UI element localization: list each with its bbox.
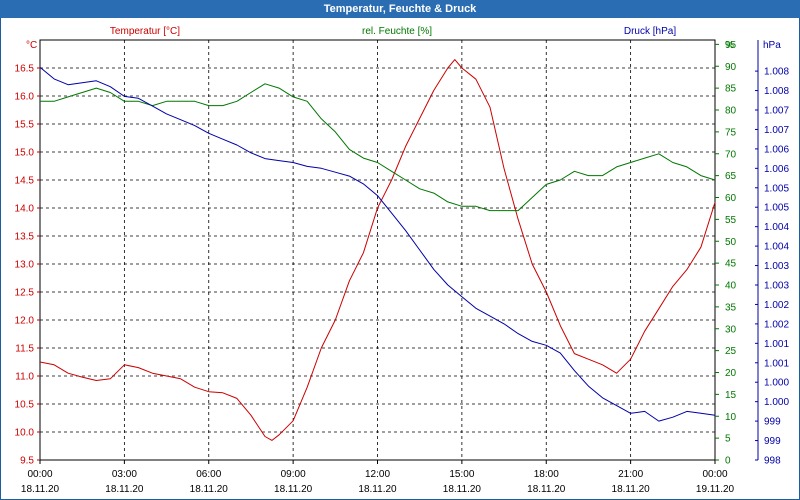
series-lines (39, 59, 716, 441)
temperature-tick-label: 13.5 (15, 232, 35, 243)
temperature-axis: 9.5 10.0 10.5 11.0 11.5 12.0 12.5 13.0 13.5 14.0 1… (15, 64, 40, 467)
pressure-tick-label: 1.004 (764, 222, 789, 233)
pressure-tick-label: 1.008 (764, 67, 789, 78)
humidity-tick-label: 90 (725, 62, 737, 73)
humidity-tick-label: 30 (725, 324, 737, 335)
temperature-tick-label: 15.5 (15, 120, 35, 131)
temperature-line (39, 59, 716, 441)
humidity-tick-label: 65 (725, 171, 737, 182)
humidity-tick-label: 35 (725, 302, 737, 313)
time-tick-label: 12:00 (365, 469, 390, 480)
temperature-tick-label: 15.0 (15, 148, 35, 159)
date-tick-label: 18.11.20 (274, 484, 313, 495)
temperature-tick-label: 12.5 (15, 288, 35, 299)
pressure-tick-label: 1.005 (764, 183, 789, 194)
date-tick-label: 19.11.20 (696, 484, 735, 495)
temperature-tick-label: 11.5 (15, 344, 34, 355)
pressure-axis: 998 999 999 1.000 1.000 1.001 1.001 1.002 1.002 1… (755, 40, 789, 467)
pressure-tick-label: 1.008 (764, 86, 789, 97)
humidity-axis: 0 5 10 15 20 25 30 35 40 45 50 55 60 65 70 75 80 85 90 95 (715, 40, 737, 467)
humidity-tick-label: 75 (725, 127, 737, 138)
date-tick-label: 18.11.20 (443, 484, 482, 495)
temperature-tick-label: 12.0 (15, 316, 35, 327)
humidity-tick-label: 95 (725, 40, 737, 51)
grid-lines (40, 40, 715, 460)
pressure-tick-label: 999 (764, 436, 781, 447)
humidity-tick-label: 5 (725, 434, 731, 445)
pressure-tick-label: 1.003 (764, 281, 789, 292)
pressure-tick-label: 1.001 (764, 339, 789, 350)
humidity-tick-label: 20 (725, 368, 737, 379)
pressure-tick-label: 1.003 (764, 261, 789, 272)
date-tick-label: 18.11.20 (105, 484, 144, 495)
time-tick-label: 03:00 (112, 469, 137, 480)
temperature-tick-label: 13.0 (15, 260, 35, 271)
pressure-tick-label: 1.000 (764, 378, 789, 389)
temperature-tick-label: 16.5 (15, 64, 35, 75)
humidity-tick-label: 60 (725, 193, 737, 204)
temperature-unit-label: °C (26, 40, 37, 51)
humidity-tick-label: 55 (725, 215, 737, 226)
humidity-tick-label: 25 (725, 346, 737, 357)
temperature-tick-label: 10.0 (15, 428, 35, 439)
pressure-line (39, 66, 716, 422)
pressure-tick-label: 998 (764, 456, 781, 467)
date-tick-label: 18.11.20 (527, 484, 566, 495)
pressure-tick-label: 1.000 (764, 397, 789, 408)
humidity-tick-label: 50 (725, 237, 737, 248)
temperature-tick-label: 16.0 (15, 92, 35, 103)
pressure-tick-label: 1.002 (764, 300, 789, 311)
time-tick-label: 15:00 (449, 469, 474, 480)
time-tick-label: 06:00 (196, 469, 221, 480)
pressure-tick-label: 1.007 (764, 106, 789, 117)
legend-temperature: Temperatur [°C] (110, 26, 180, 37)
pressure-tick-label: 1.002 (764, 319, 789, 330)
humidity-tick-label: 70 (725, 149, 737, 160)
humidity-tick-label: 15 (725, 390, 737, 401)
date-tick-label: 18.11.20 (21, 484, 60, 495)
pressure-tick-label: 1.007 (764, 125, 789, 136)
humidity-tick-label: 40 (725, 281, 737, 292)
humidity-tick-label: 0 (725, 456, 731, 467)
legend-humidity: rel. Feuchte [%] (362, 26, 432, 37)
pressure-tick-label: 1.004 (764, 242, 789, 253)
pressure-unit-label: hPa (763, 40, 781, 51)
pressure-tick-label: 1.006 (764, 144, 789, 155)
time-tick-label: 09:00 (281, 469, 306, 480)
time-tick-label: 18:00 (534, 469, 559, 480)
temperature-tick-label: 11.0 (15, 372, 34, 383)
pressure-tick-label: 1.005 (764, 203, 789, 214)
date-tick-label: 18.11.20 (612, 484, 651, 495)
time-tick-label: 21:00 (618, 469, 643, 480)
date-tick-label: 18.11.20 (358, 484, 397, 495)
temperature-tick-label: 14.5 (15, 176, 35, 187)
humidity-tick-label: 45 (725, 259, 737, 270)
pressure-tick-label: 1.001 (764, 358, 789, 369)
pressure-tick-label: 999 (764, 417, 781, 428)
temperature-tick-label: 10.5 (15, 400, 35, 411)
temperature-tick-label: 9.5 (20, 456, 34, 467)
humidity-tick-label: 85 (725, 84, 737, 95)
humidity-unit-label: % (725, 40, 734, 51)
time-tick-label: 00:00 (27, 469, 52, 480)
time-tick-label: 00:00 (702, 469, 727, 480)
humidity-tick-label: 10 (725, 412, 737, 423)
pressure-tick-label: 1.006 (764, 164, 789, 175)
temperature-tick-label: 14.0 (15, 204, 35, 215)
date-tick-label: 18.11.20 (190, 484, 229, 495)
time-axis: 00:00 18.11.20 03:00 18.11.20 06:00 18.11.20 0… (21, 460, 735, 495)
legend-pressure: Druck [hPa] (624, 26, 676, 37)
window-title: Temperatur, Feuchte & Druck (0, 0, 800, 18)
humidity-tick-label: 80 (725, 106, 737, 117)
